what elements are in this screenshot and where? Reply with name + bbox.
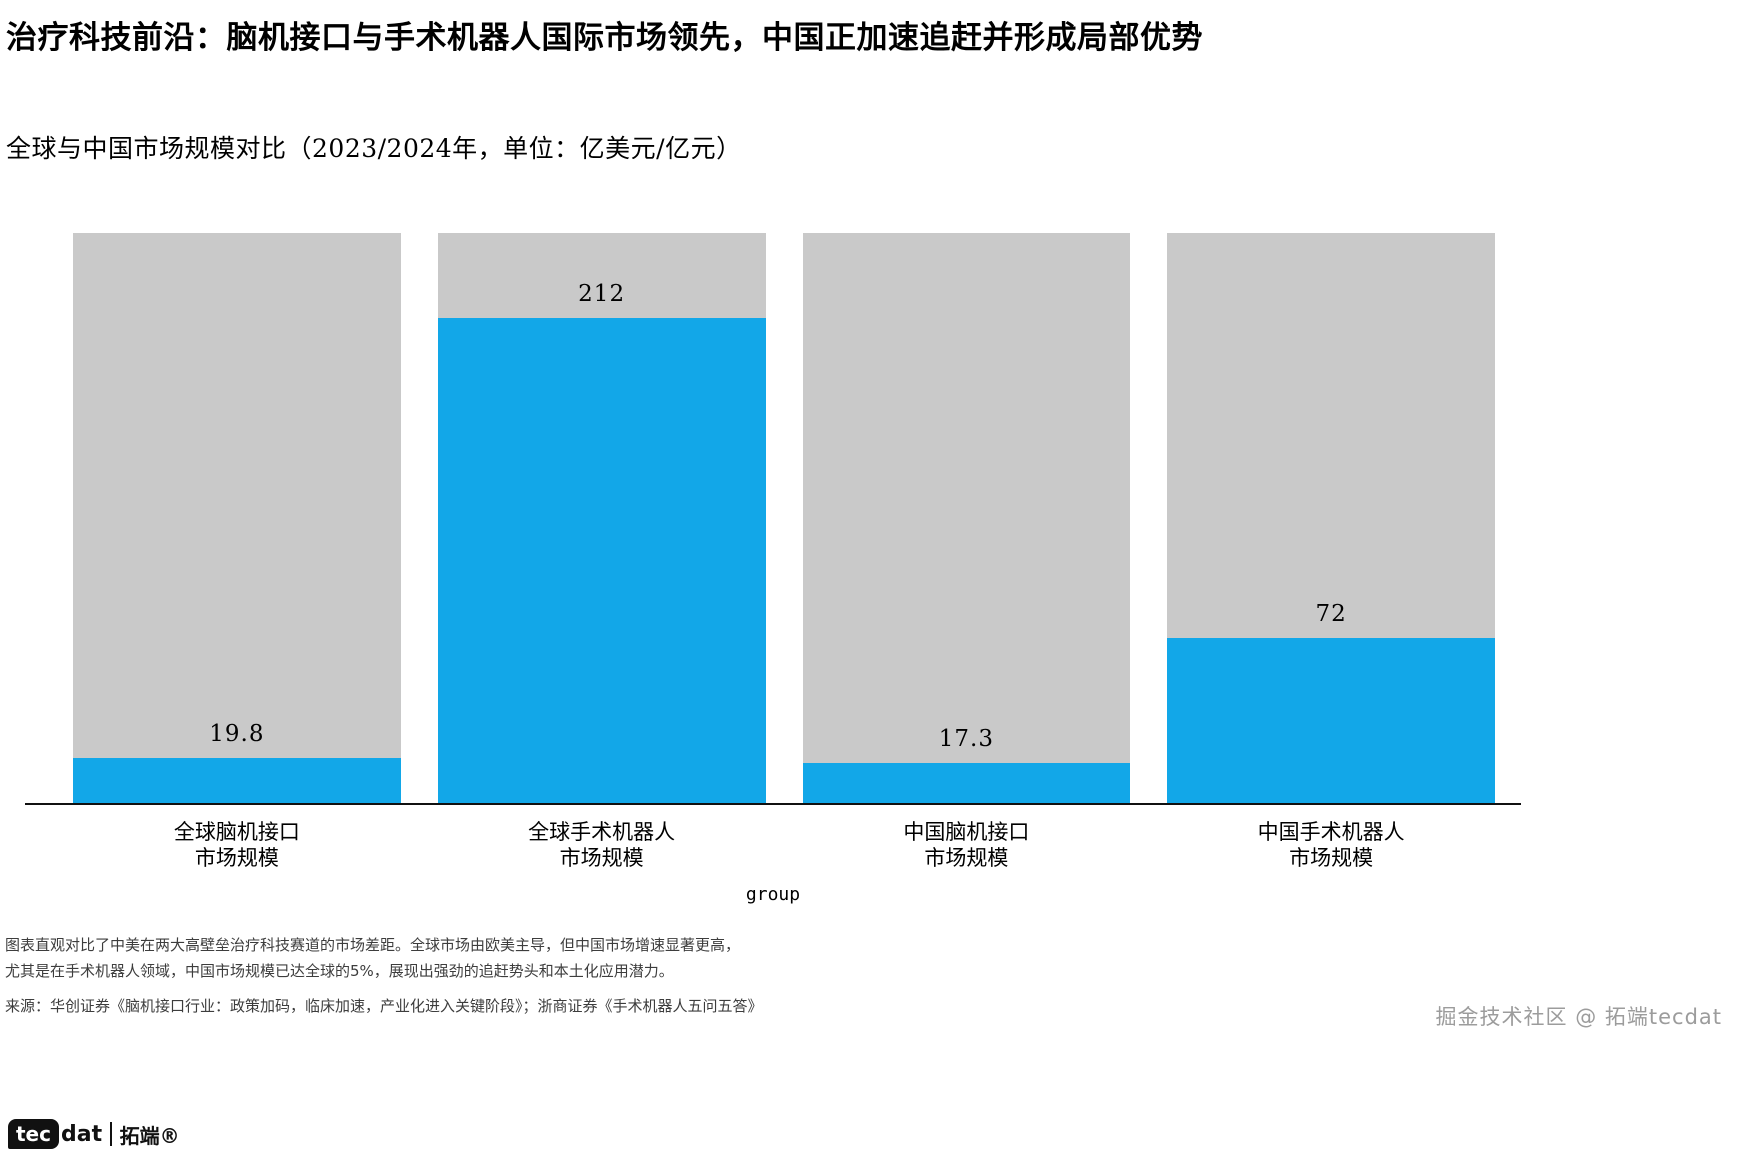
chart-subtitle: 全球与中国市场规模对比（2023/2024年，单位：亿美元/亿元） [6,134,742,163]
footnote-line-2: 尤其是在手术机器人领域，中国市场规模已达全球的5%，展现出强劲的追赶势头和本土化… [5,962,674,981]
logo-divider [110,1122,112,1146]
logo-cn-text: 拓端® [119,1123,180,1148]
bars-row: 19.8 212 17.3 72 [25,233,1521,803]
category-label: 中国手术机器人 市场规模 [1257,820,1405,871]
category-label: 中国脑机接口 市场规模 [903,820,1030,871]
tecdat-logo: tec dat 拓端® [8,1119,180,1149]
bar-fill [1167,638,1495,803]
bar-value-label: 17.3 [938,726,994,753]
categories-row: 全球脑机接口 市场规模 全球手术机器人 市场规模 中国脑机接口 市场规模 中国手术机器人 市场… [25,805,1521,872]
page-title: 治疗科技前沿：脑机接口与手术机器人国际市场领先，中国正加速追赶并形成局部优势 [6,20,1203,56]
logo-text: dat [60,1121,103,1147]
bar-fill [437,317,766,803]
bar-track: 212 [437,233,766,803]
category-label: 全球脑机接口 市场规模 [173,820,300,871]
bar-track: 17.3 [802,233,1131,803]
bar-value-label: 212 [578,280,626,307]
bar-chart: 19.8 212 17.3 72 全球脑机接口 市场规模 全球手术机器人 市场规模 中国脑机接… [25,233,1521,905]
category-label: 全球手术机器人 市场规模 [528,820,676,871]
footnote-line-1: 图表直观对比了中美在两大高壁垒治疗科技赛道的市场差距。全球市场由欧美主导，但中国… [5,936,741,954]
bar-value-label: 72 [1315,601,1347,628]
watermark: 掘金技术社区 @ 拓端tecdat [1435,1005,1722,1029]
x-axis-line [25,803,1521,805]
bar-track: 19.8 [73,233,401,803]
logo-bubble-icon: tec [8,1119,59,1149]
x-axis-title: group [745,883,801,905]
bar-fill [73,757,401,803]
source-note: 来源：华创证券《脑机接口行业：政策加码，临床加速，产业化进入关键阶段》；浙商证券… [5,996,763,1015]
bar-track: 72 [1167,233,1495,803]
bar-value-label: 19.8 [209,720,265,747]
bar-fill [802,763,1131,803]
footnotes: 图表直观对比了中美在两大高壁垒治疗科技赛道的市场差距。全球市场由欧美主导，但中国… [5,932,763,1019]
